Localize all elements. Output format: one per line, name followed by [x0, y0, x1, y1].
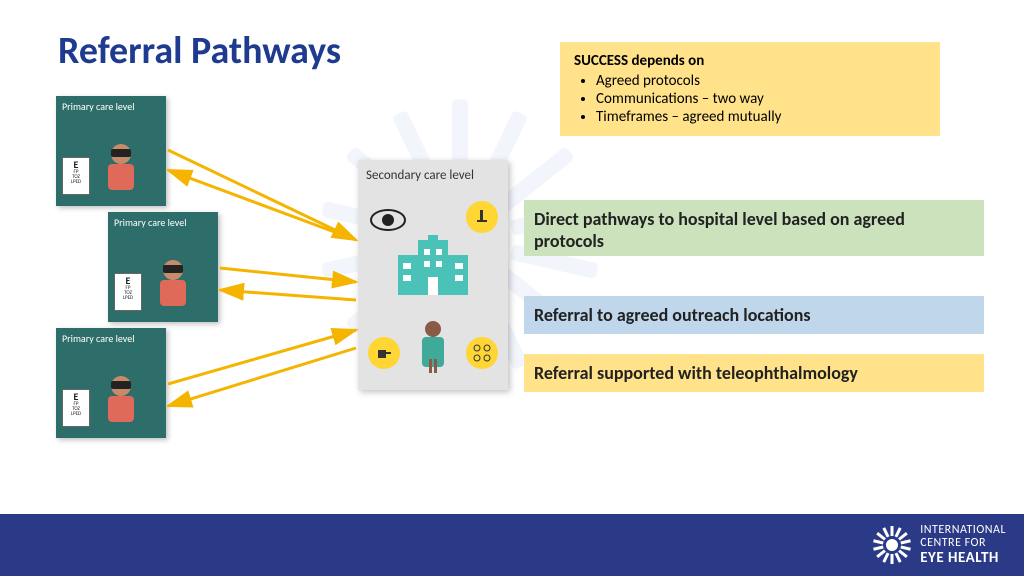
secondary-care-card: Secondary care level — [358, 160, 508, 390]
eye-chart-icon: EFPTOZLPED — [62, 389, 90, 427]
eye-chart-icon: EFPTOZLPED — [114, 273, 142, 311]
patient-icon — [150, 256, 196, 311]
equipment-icon — [368, 337, 400, 369]
success-item: Communications – two way — [596, 90, 926, 108]
secondary-care-label: Secondary care level — [358, 160, 508, 191]
primary-care-card: Primary care level EFPTOZLPED — [108, 212, 218, 322]
eye-chart-icon: EFPTOZLPED — [62, 157, 90, 195]
pathway-box-outreach: Referral to agreed outreach locations — [524, 296, 984, 334]
secondary-care-illustration — [358, 191, 508, 381]
success-heading: SUCCESS depends on — [574, 52, 926, 70]
patient-icon — [98, 372, 144, 427]
success-list: Agreed protocols Communications – two wa… — [574, 72, 926, 126]
success-item: Timeframes – agreed mutually — [596, 108, 926, 126]
org-logo: INTERNATIONAL CENTRE FOR EYE HEALTH — [872, 524, 1006, 567]
pathway-box-direct: Direct pathways to hospital level based … — [524, 200, 984, 256]
org-logo-text: INTERNATIONAL CENTRE FOR EYE HEALTH — [920, 524, 1006, 567]
primary-care-label: Primary care level — [56, 96, 166, 117]
hospital-icon — [388, 235, 478, 305]
pathway-box-teleophthalmology: Referral supported with teleophthalmolog… — [524, 354, 984, 392]
primary-care-illustration: EFPTOZLPED — [114, 256, 212, 316]
primary-care-illustration: EFPTOZLPED — [62, 372, 160, 432]
microscope-icon — [466, 201, 498, 233]
success-box: SUCCESS depends on Agreed protocols Comm… — [560, 42, 940, 136]
nurse-icon — [416, 319, 450, 375]
primary-care-card: Primary care level EFPTOZLPED — [56, 328, 166, 438]
primary-care-card: Primary care level EFPTOZLPED — [56, 96, 166, 206]
footer-bar: INTERNATIONAL CENTRE FOR EYE HEALTH — [0, 514, 1024, 576]
page-title: Referral Pathways — [58, 28, 341, 74]
sunburst-logo-icon — [872, 525, 912, 565]
patient-icon — [98, 140, 144, 195]
primary-care-label: Primary care level — [56, 328, 166, 349]
primary-care-label: Primary care level — [108, 212, 218, 233]
primary-care-illustration: EFPTOZLPED — [62, 140, 160, 200]
drone-icon — [466, 337, 498, 369]
eye-icon — [370, 209, 406, 236]
success-item: Agreed protocols — [596, 72, 926, 90]
